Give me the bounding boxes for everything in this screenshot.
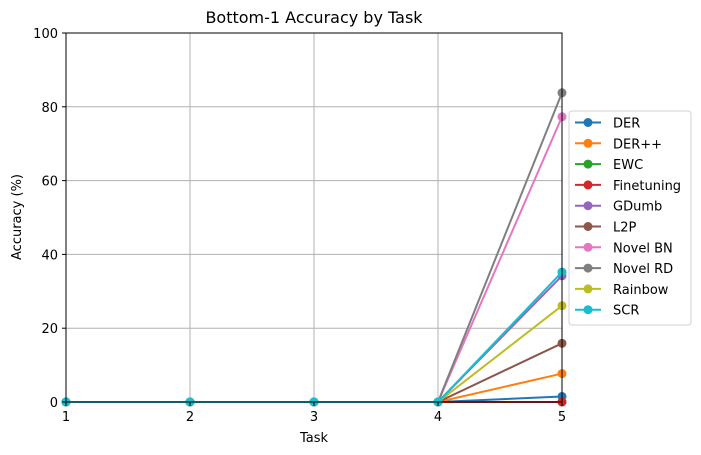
legend-item: DER++ xyxy=(575,137,662,152)
y-tick-label: 60 xyxy=(41,175,58,190)
legend-marker xyxy=(583,138,593,148)
legend-item: SCR xyxy=(575,304,639,319)
x-tick-label: 5 xyxy=(558,410,566,425)
legend-marker xyxy=(583,222,593,231)
y-tick-label: 40 xyxy=(41,248,58,263)
y-axis-label: Accuracy (%) xyxy=(10,174,25,260)
x-tick-label: 2 xyxy=(186,410,194,425)
legend-marker xyxy=(583,242,593,252)
legend-label: Finetuning xyxy=(613,179,681,194)
legend-marker xyxy=(583,284,593,294)
legend-label: Novel BN xyxy=(613,241,673,256)
chart-title: Bottom-1 Accuracy by Task xyxy=(205,8,423,27)
legend-marker xyxy=(583,305,593,315)
legend-marker xyxy=(583,180,593,190)
y-axis: 0 20 40 60 80 100 xyxy=(33,27,66,411)
y-tick-label: 20 xyxy=(41,322,58,337)
legend-label: Novel RD xyxy=(613,262,673,277)
x-tick-label: 4 xyxy=(434,410,442,425)
legend-label: GDumb xyxy=(613,200,662,215)
legend-label: Rainbow xyxy=(613,283,669,298)
legend-item: L2P xyxy=(575,221,637,236)
legend-label: EWC xyxy=(613,158,643,173)
legend: DER DER++ EWC Finetuning GDumb L2P Novel BN Nov… xyxy=(568,110,692,326)
legend-item: Novel BN xyxy=(575,241,673,256)
grid xyxy=(65,32,563,403)
legend-item: GDumb xyxy=(575,200,662,215)
x-tick-label: 1 xyxy=(62,410,70,425)
legend-label: DER xyxy=(613,117,640,132)
legend-label: SCR xyxy=(613,304,639,319)
legend-item: DER xyxy=(575,117,640,132)
x-axis: 1 2 3 4 5 xyxy=(62,402,566,425)
legend-item: Finetuning xyxy=(575,179,681,194)
x-tick-label: 3 xyxy=(310,410,318,425)
legend-marker xyxy=(583,263,593,273)
legend-marker xyxy=(583,159,593,169)
y-tick-label: 0 xyxy=(50,396,58,411)
legend-item: Rainbow xyxy=(575,283,669,298)
legend-marker xyxy=(583,118,593,127)
legend-item: EWC xyxy=(575,158,643,173)
legend-label: DER++ xyxy=(613,137,662,152)
y-tick-label: 80 xyxy=(41,101,58,116)
y-tick-label: 100 xyxy=(33,27,58,42)
legend-marker xyxy=(583,201,593,211)
x-axis-label: Task xyxy=(299,431,329,446)
legend-label: L2P xyxy=(613,221,637,236)
legend-item: Novel RD xyxy=(575,262,673,277)
